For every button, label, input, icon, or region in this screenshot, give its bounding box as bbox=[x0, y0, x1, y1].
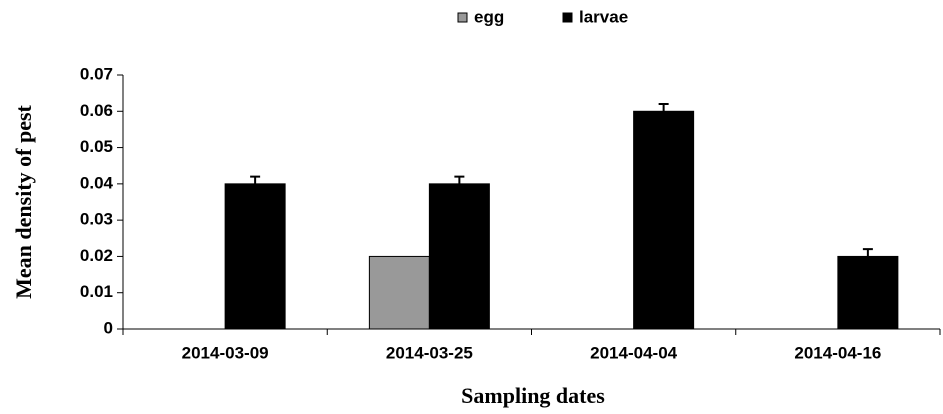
bar bbox=[368, 255, 430, 330]
bar bbox=[837, 255, 899, 330]
y-tick-label: 0 bbox=[104, 318, 113, 337]
error-bar bbox=[862, 248, 873, 257]
error-bar bbox=[658, 103, 669, 112]
bar bbox=[633, 110, 695, 330]
y-tick-label: 0.01 bbox=[80, 282, 113, 301]
x-tick-label: 2014-04-16 bbox=[794, 343, 881, 362]
bar bbox=[428, 183, 490, 330]
x-tick-label: 2014-03-25 bbox=[386, 343, 473, 362]
error-bar bbox=[454, 175, 465, 184]
bar bbox=[224, 183, 286, 330]
legend-swatch bbox=[562, 12, 573, 23]
legend-swatch bbox=[457, 12, 468, 23]
x-tick-label: 2014-04-04 bbox=[590, 343, 678, 362]
y-tick-label: 0.05 bbox=[80, 137, 113, 156]
y-tick-label: 0.03 bbox=[80, 210, 113, 229]
x-axis-label: Sampling dates bbox=[461, 383, 605, 408]
y-tick-label: 0.07 bbox=[80, 64, 113, 83]
legend-label: egg bbox=[474, 7, 504, 26]
y-tick-label: 0.02 bbox=[80, 246, 113, 265]
y-axis-label: Mean density of pest bbox=[11, 104, 36, 298]
legend-label: larvae bbox=[579, 7, 628, 26]
x-tick-label: 2014-03-09 bbox=[182, 343, 269, 362]
error-bar bbox=[250, 175, 261, 184]
y-tick-label: 0.04 bbox=[80, 173, 114, 192]
y-tick-label: 0.06 bbox=[80, 101, 113, 120]
